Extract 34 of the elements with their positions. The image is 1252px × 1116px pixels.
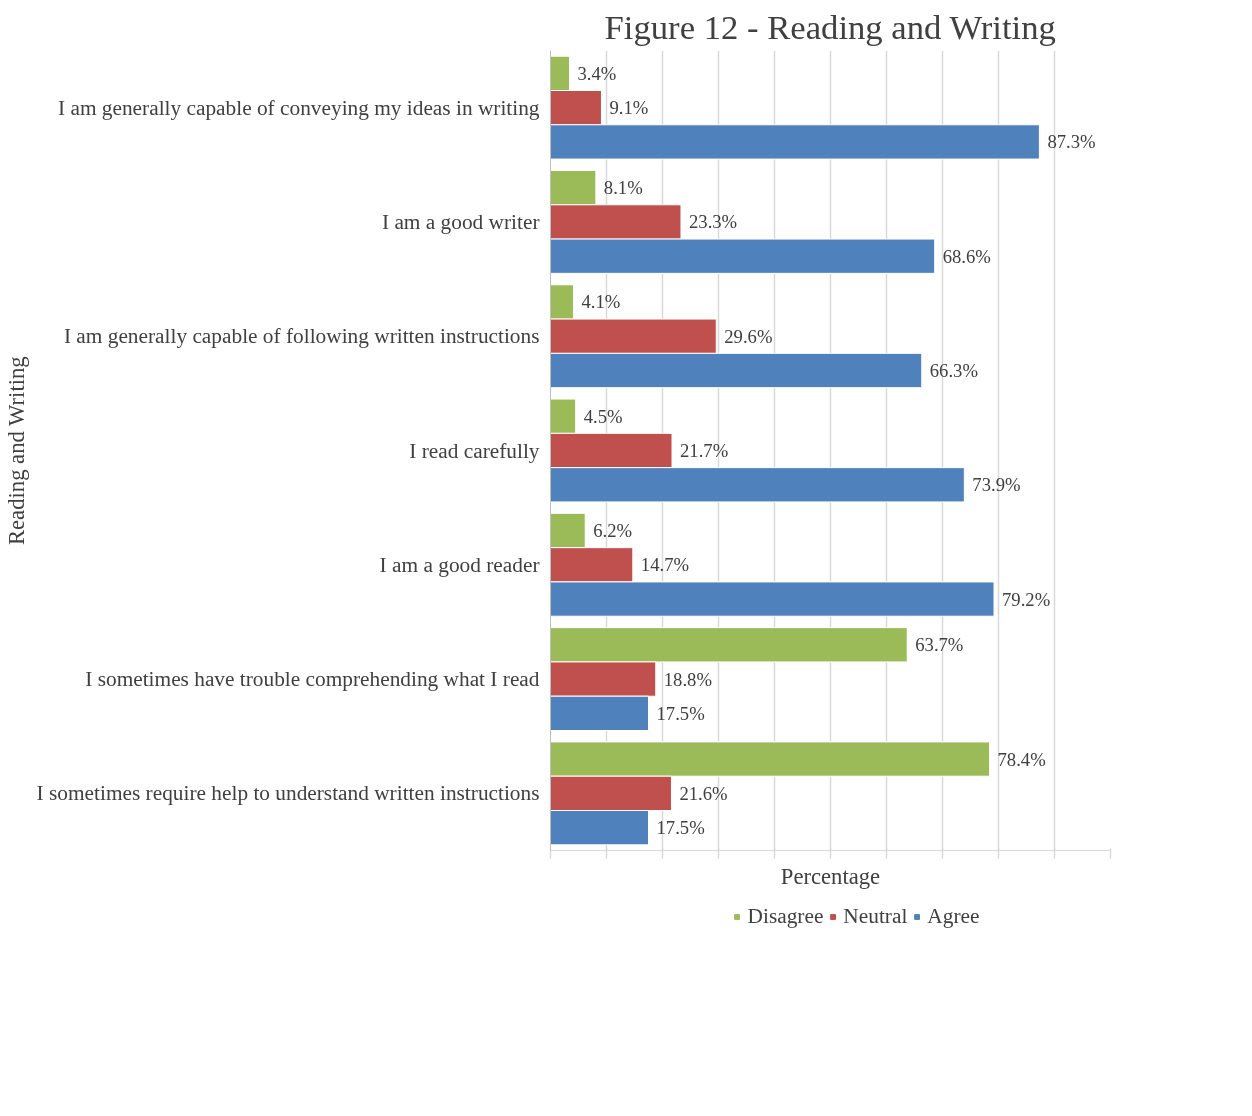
data-label: 4.5%: [583, 405, 623, 427]
data-label: 9.1%: [609, 97, 649, 119]
data-label: 17.5%: [656, 817, 705, 839]
data-label: 8.1%: [603, 177, 643, 199]
legend-label: Disagree: [747, 903, 824, 929]
data-label: 87.3%: [1047, 131, 1096, 153]
y-tick-label: I am generally capable of following written instructions: [63, 324, 540, 349]
data-label: 66.3%: [929, 360, 978, 381]
legend-label: Neutral: [843, 903, 908, 929]
y-axis-title: Reading and Writing: [3, 356, 29, 546]
data-label: 63.7%: [915, 634, 964, 656]
legend-label: Agree: [927, 903, 980, 929]
y-tick-label: I sometimes have trouble comprehending what I read: [85, 667, 540, 692]
chart-title: Figure 12 - Reading and Writing: [604, 7, 1056, 46]
data-label: 68.6%: [942, 245, 991, 267]
data-label: 29.6%: [724, 325, 773, 347]
data-label: 23.3%: [688, 211, 738, 233]
data-label: 17.5%: [656, 702, 705, 724]
data-label: 14.7%: [640, 554, 690, 576]
data-label: 21.7%: [680, 440, 729, 461]
data-label: 3.4%: [577, 62, 617, 84]
data-label: 18.8%: [663, 668, 712, 690]
y-tick-label: I read carefully: [409, 438, 540, 463]
y-tick-label: I sometimes require help to understand written instructions: [36, 781, 540, 806]
data-label: 21.6%: [679, 782, 728, 804]
data-label: 78.4%: [997, 748, 1046, 770]
y-tick-label: I am generally capable of conveying my ideas in writing: [58, 95, 540, 120]
y-tick-label: I am a good writer: [381, 209, 540, 234]
data-label: 79.2%: [1002, 588, 1051, 610]
y-tick-label: I am a good reader: [379, 552, 540, 577]
data-label: 73.9%: [972, 474, 1021, 496]
data-label: 6.2%: [593, 520, 633, 541]
x-axis-title: Percentage: [780, 863, 881, 889]
data-label: 4.1%: [581, 291, 621, 313]
